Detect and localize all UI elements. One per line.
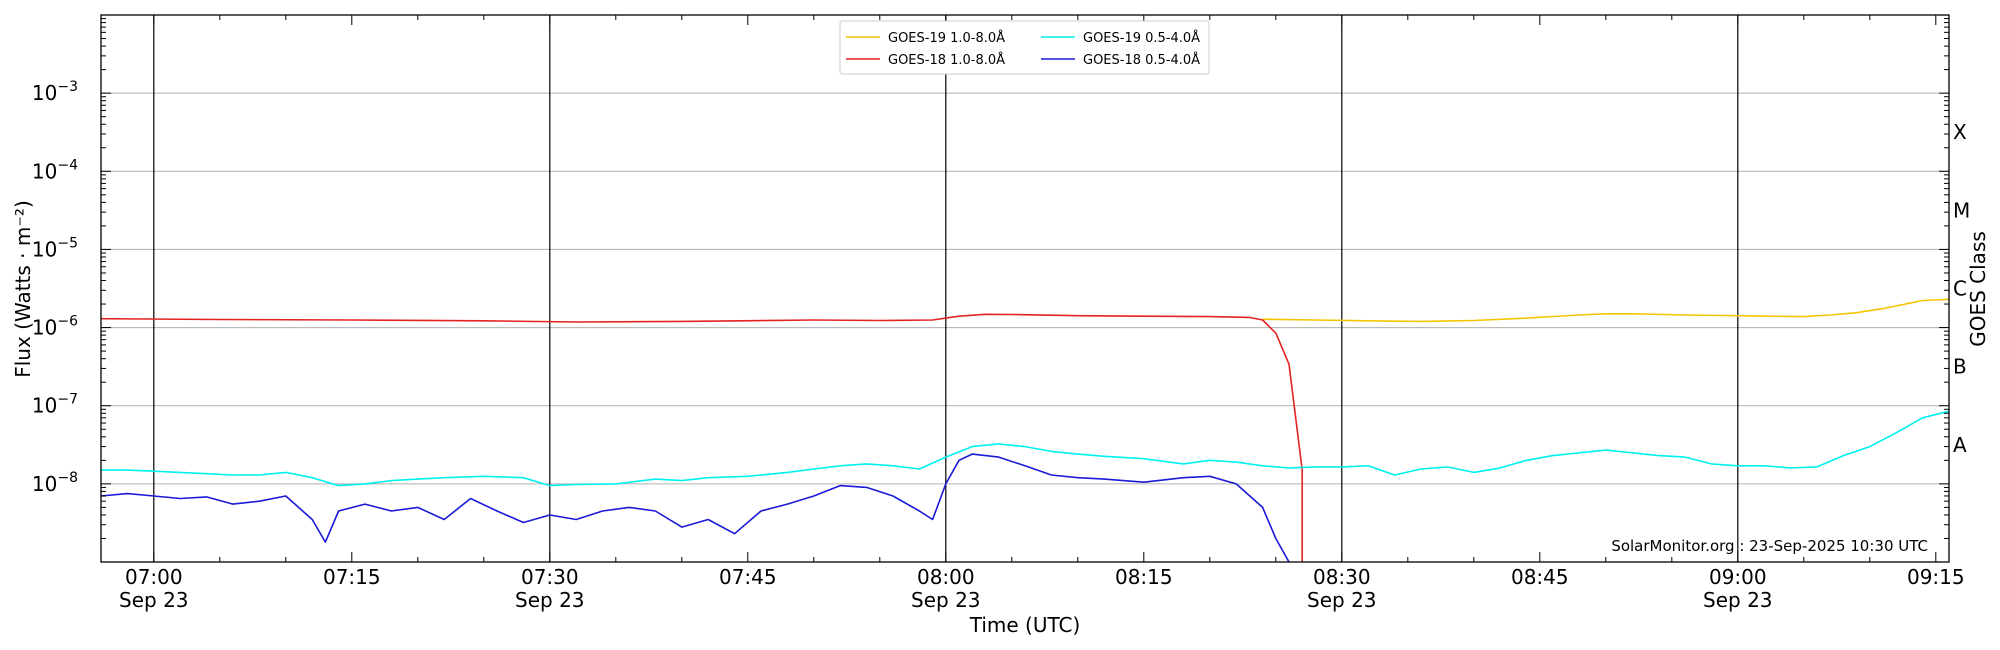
y-tick-label: 10−6 xyxy=(32,314,78,340)
goes-class-label: B xyxy=(1953,355,1967,379)
legend-label: GOES-19 1.0-8.0Å xyxy=(888,30,1005,46)
x-tick-label: 07:00 xyxy=(125,565,183,589)
y-tick-label: 10−7 xyxy=(32,392,78,418)
series-line xyxy=(1262,298,1949,323)
x-tick-label: 09:00 xyxy=(1709,565,1767,589)
x-tick-date-label: Sep 23 xyxy=(911,588,981,612)
x-axis-title: Time (UTC) xyxy=(969,613,1081,637)
legend: GOES-19 1.0-8.0Å GOES-19 0.5-4.0Å GOES-18 … xyxy=(839,20,1210,75)
series-line xyxy=(101,410,1949,487)
x-tick-label: 08:30 xyxy=(1313,565,1371,589)
x-tick-label: 08:45 xyxy=(1511,565,1569,589)
x-tick-date-label: Sep 23 xyxy=(1307,588,1377,612)
legend-label: GOES-18 1.0-8.0Å xyxy=(888,52,1005,68)
ticks-layer xyxy=(101,15,1949,563)
goes-class-label: C xyxy=(1953,277,1967,301)
goes-class-axis-title: GOES Class xyxy=(1966,231,1990,347)
goes-class-label: X xyxy=(1953,120,1967,144)
legend-label: GOES-19 0.5-4.0Å xyxy=(1083,30,1200,46)
x-tick-label: 08:15 xyxy=(1115,565,1173,589)
x-tick-label: 07:45 xyxy=(719,565,777,589)
plot-frame xyxy=(100,14,1950,563)
series-line xyxy=(101,313,1303,562)
goes-class-label: M xyxy=(1953,198,1970,222)
legend-box xyxy=(839,20,1210,75)
credit-text: SolarMonitor.org : 23-Sep-2025 10:30 UTC xyxy=(1611,537,1928,555)
y-axis-title: Flux (Watts · m⁻²) xyxy=(11,200,35,378)
y-tick-label: 10−8 xyxy=(32,470,78,496)
y-tick-label: 10−3 xyxy=(32,79,78,105)
grid-layer xyxy=(101,15,1949,562)
y-tick-label: 10−5 xyxy=(32,235,78,261)
x-tick-label: 07:15 xyxy=(323,565,381,589)
x-tick-date-label: Sep 23 xyxy=(119,588,189,612)
x-tick-date-label: Sep 23 xyxy=(1703,588,1773,612)
x-tick-date-label: Sep 23 xyxy=(515,588,585,612)
x-tick-label: 07:30 xyxy=(521,565,579,589)
x-tick-label: 08:00 xyxy=(917,565,975,589)
legend-label: GOES-18 0.5-4.0Å xyxy=(1083,52,1200,68)
y-tick-label: 10−4 xyxy=(32,157,78,183)
series-layer xyxy=(101,298,1949,562)
series-line xyxy=(101,453,1290,562)
goes-class-label: A xyxy=(1953,433,1967,457)
x-tick-label: 09:15 xyxy=(1907,565,1965,589)
